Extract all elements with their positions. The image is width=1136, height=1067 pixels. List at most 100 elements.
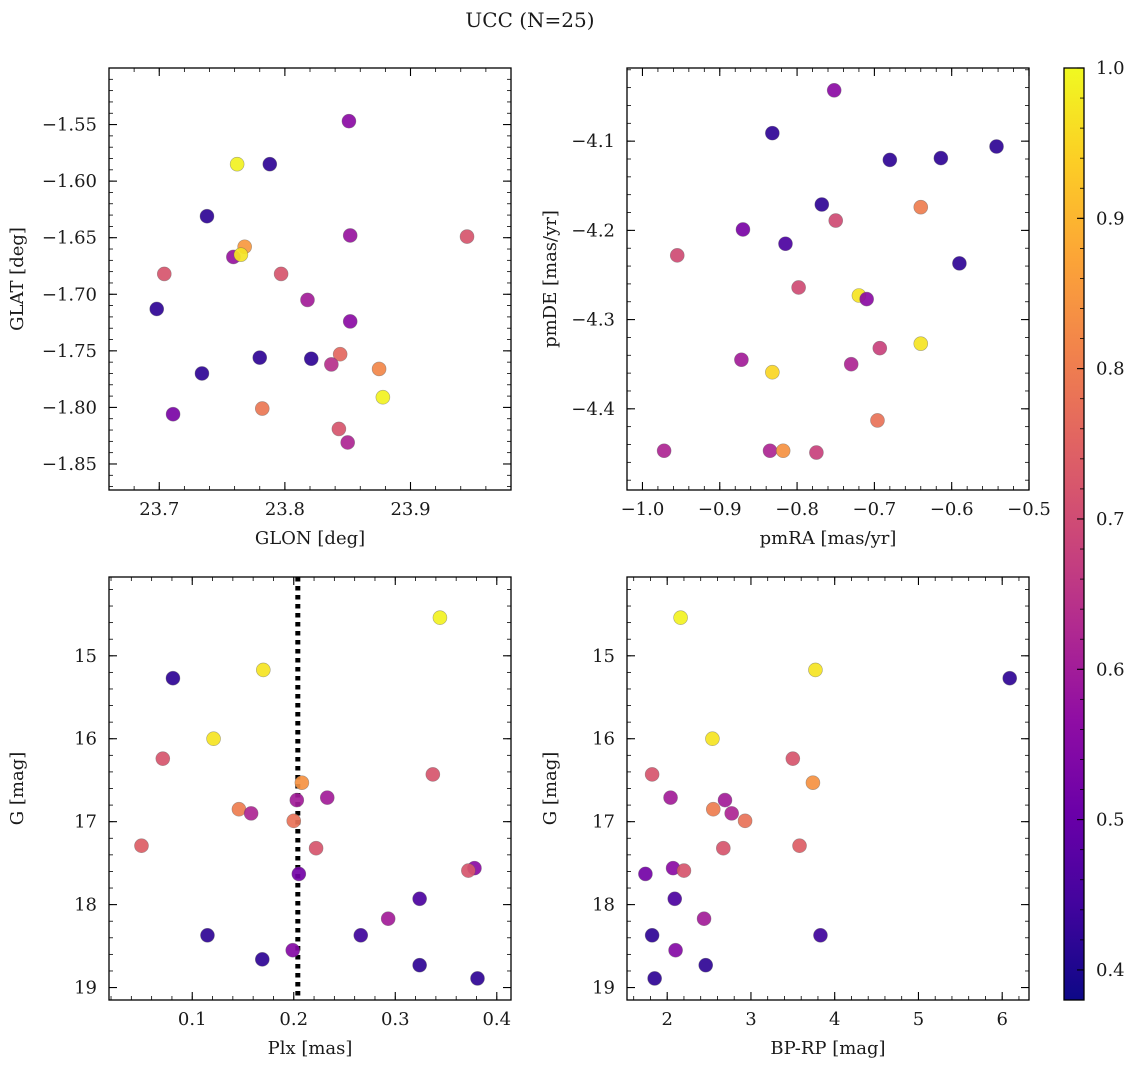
y-tick-label: 17 [592,812,615,833]
scatter-point [716,840,731,856]
y-tick-label: −4.1 [571,131,615,152]
y-tick-label: 18 [592,895,615,916]
x-axis-label: BP-RP [mag] [770,1038,885,1059]
scatter-point [775,443,791,459]
scatter-point [843,356,859,372]
scatter-point [913,199,929,215]
scatter-point [669,248,685,263]
scatter-point [412,957,427,973]
scatter-point [319,790,335,805]
scatter-point [412,891,427,907]
x-tick-label: −0.8 [775,499,819,520]
scatter-point [375,389,391,405]
colorbar-tick-label: 0.6 [1096,659,1125,680]
scatter-point [289,792,305,808]
scatter-point [765,125,780,141]
colorbar-frame [1063,67,1085,1001]
scatter-point [828,213,844,228]
scatter-point [273,266,289,282]
scatter-point [461,863,476,878]
y-tick-label: 16 [592,729,615,750]
y-tick-label: 17 [74,812,97,833]
x-tick-label: 6 [996,1009,1007,1030]
scatter-point [229,156,245,172]
axes-frame [626,576,1030,1001]
scatter-point [667,891,683,907]
scatter-point [870,413,885,428]
subplots: 23.7 23.8 23.9 −1.85 −1.80 −1.75 −1.70 −1.65 −1.… [7,67,1051,1059]
x-tick-label: −0.9 [698,499,742,520]
colorbar-tick-label: 0.7 [1096,509,1125,530]
scatter-point [371,361,387,377]
scatter-points [638,610,1018,986]
subplot-bprp-g: 2 3 4 5 6 15 16 17 18 19 BP-RP [mag] G [mag] [540,576,1030,1059]
scatter-point [380,911,396,927]
scatter-point [778,236,793,252]
x-tick-label: −0.6 [930,499,974,520]
scatter-point [233,247,249,262]
scatter-point [165,406,181,422]
x-tick-label: −0.5 [1007,499,1051,520]
scatter-point [638,866,653,882]
scatter-point [340,435,355,450]
x-tick-label: 5 [913,1009,924,1030]
scatter-point [792,838,807,854]
axes-frame [626,67,1030,491]
scatter-point [155,751,171,766]
scatter-point [785,751,801,766]
y-tick-label: 15 [592,646,615,667]
x-tick-label: 0.1 [178,1009,207,1030]
scatter-point [256,662,271,678]
scatter-point [470,971,485,986]
scatter-point [814,197,830,212]
scatter-point [663,790,678,805]
y-tick-label: −1.85 [42,454,97,475]
x-axis-label: Plx [mas] [268,1038,353,1059]
scatter-point [342,228,358,243]
scatter-point [300,292,315,308]
scatter-point [705,801,721,817]
x-tick-label: 23.7 [139,499,179,520]
y-tick-label: −1.65 [42,228,97,249]
y-tick-label: −1.80 [42,397,97,418]
y-axis-label: pmDE [mas/yr] [540,210,561,348]
scatter-point [805,775,821,790]
scatter-point [231,801,247,817]
subplot-plx-g: 0.1 0.2 0.3 0.4 15 16 17 18 19 Plx [mas] G [mag] [7,576,512,1059]
y-tick-label: −1.75 [42,341,97,362]
scatter-point [668,942,683,958]
scatter-point [425,767,441,782]
x-tick-label: 0.2 [279,1009,308,1030]
y-tick-label: −4.3 [571,310,615,331]
scatter-point [262,156,278,172]
y-tick-label: −1.55 [42,115,97,136]
x-tick-label: −0.7 [853,499,897,520]
y-tick-label: 19 [74,978,97,999]
scatter-point [859,291,874,307]
scatter-point [765,364,780,380]
scatter-point [432,610,448,625]
y-tick-label: 16 [74,729,97,750]
figure-title: UCC (N=25) [465,8,594,32]
scatter-point [324,357,339,372]
scatter-point [717,792,733,808]
scatter-point [882,152,898,168]
colorbar-tick-label: 0.4 [1096,960,1125,981]
x-axis-label: pmRA [mas/yr] [760,528,897,549]
scatter-point [737,813,753,829]
scatter-point [762,443,778,459]
scatter-point [696,911,712,927]
scatter-point [735,222,751,237]
scatter-point [734,352,749,368]
scatter-point [673,610,688,625]
x-tick-label: 0.3 [381,1009,410,1030]
scatter-point [872,340,888,356]
scatter-point [809,445,824,460]
scatter-point [656,443,672,459]
subplot-pmra-pmde: −1.0 −0.9 −0.8 −0.7 −0.6 −0.5 −4.4 −4.3 −4.2 −4.1… [540,67,1051,549]
x-tick-label: 0.4 [482,1009,511,1030]
x-axis-label: GLON [deg] [255,528,365,549]
scatter-point [156,266,172,282]
scatter-point [291,866,307,882]
